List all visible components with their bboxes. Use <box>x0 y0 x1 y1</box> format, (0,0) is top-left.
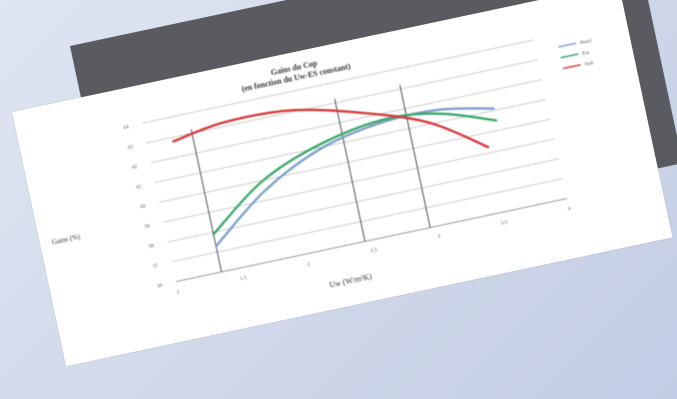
x-tick-label: 1 <box>176 289 180 295</box>
x-tick-label: 3 <box>437 234 441 240</box>
x-axis-label: Uw (W/m²K) <box>328 272 372 290</box>
legend-label: Est <box>582 50 591 57</box>
series-line-sud <box>172 108 490 149</box>
y-tick-label: 44 <box>123 124 130 131</box>
x-tick-label: 3.5 <box>500 219 508 226</box>
legend-label: Nord <box>580 38 593 46</box>
y-tick-label: 43 <box>127 144 134 151</box>
x-tick-label: 1.5 <box>239 275 247 282</box>
legend-label: Sud <box>584 60 594 68</box>
reference-line <box>190 129 222 273</box>
gridline <box>146 59 538 144</box>
y-tick-label: 39 <box>144 223 151 230</box>
x-axis-line <box>175 198 568 283</box>
legend-swatch <box>562 63 581 70</box>
y-tick-label: 38 <box>148 243 155 250</box>
x-tick-label: 4 <box>567 206 571 212</box>
y-tick-label: 41 <box>135 184 142 191</box>
reference-line <box>334 98 366 242</box>
gridline <box>150 79 542 164</box>
legend-swatch <box>560 53 579 59</box>
legend-swatch <box>558 42 577 48</box>
gridline <box>158 118 551 203</box>
gridline <box>171 178 563 263</box>
reference-line <box>399 84 431 228</box>
series-line-est <box>212 112 498 236</box>
y-tick-label: 42 <box>131 164 138 171</box>
gridline <box>142 39 534 124</box>
y-tick-label: 40 <box>140 203 147 210</box>
gridline <box>167 158 559 243</box>
y-tick-label: 36 <box>156 283 163 290</box>
chart-svg: Gains du Cop (en fonction du Uw-ES const… <box>51 38 594 296</box>
y-axis-label: Gains (%) <box>51 233 81 247</box>
x-tick-label: 2.5 <box>370 247 378 254</box>
series-line-nord <box>214 107 495 248</box>
y-tick-label: 37 <box>152 263 159 270</box>
x-tick-label: 2 <box>307 261 311 267</box>
chart-sheet: Gains du Cop (en fonction du Uw-ES const… <box>12 0 673 367</box>
gridline <box>163 138 555 223</box>
gridline <box>154 99 547 183</box>
